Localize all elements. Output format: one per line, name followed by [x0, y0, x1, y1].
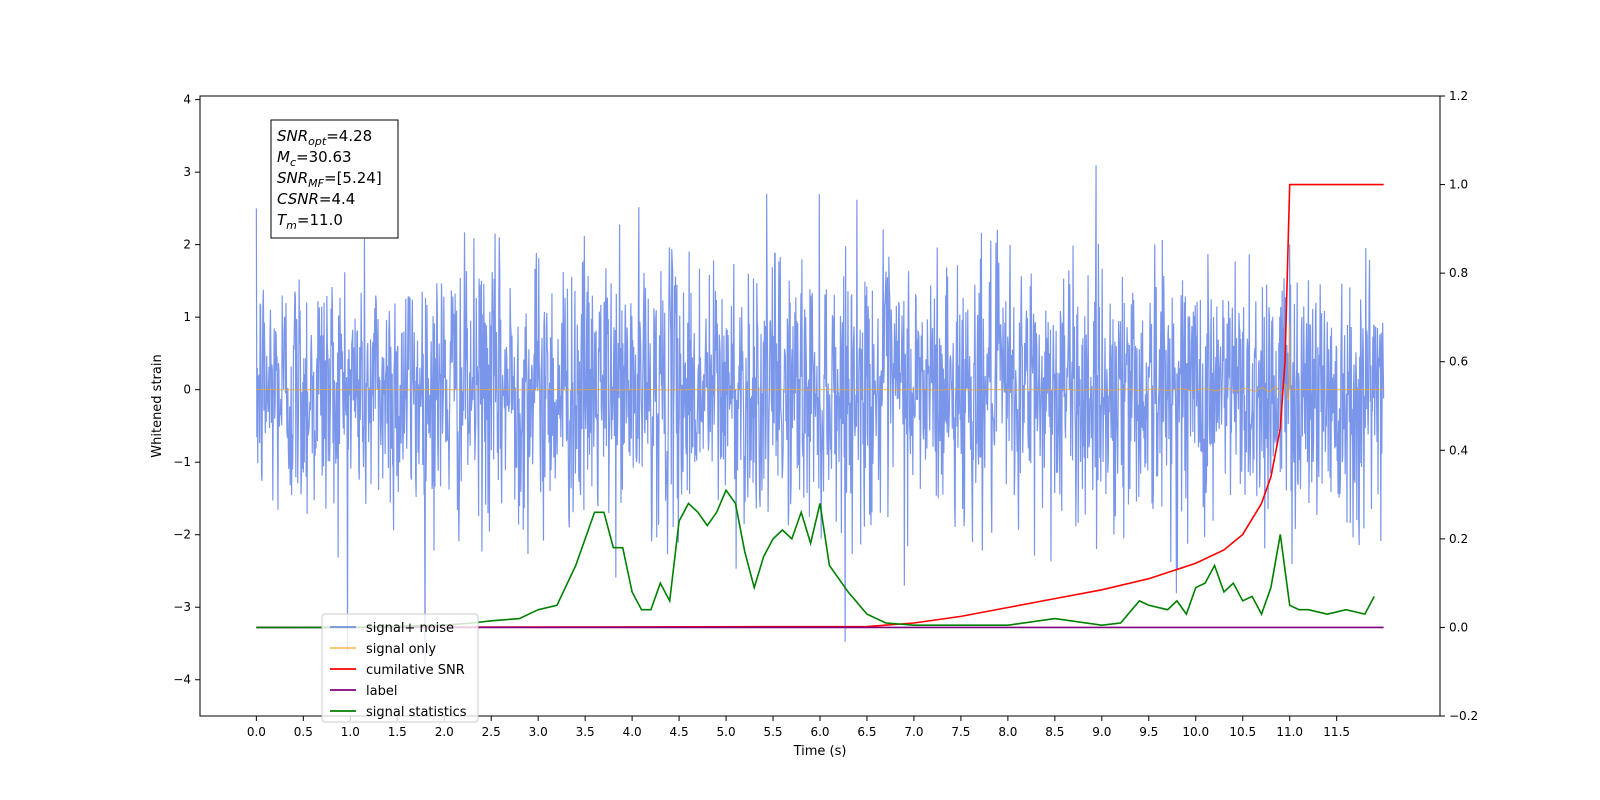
- y-tick-label: 0: [183, 383, 191, 397]
- x-tick-label: 4.5: [670, 725, 689, 739]
- annotation-line: CSNR=4.4: [277, 190, 355, 208]
- x-tick-label: 2.5: [482, 725, 501, 739]
- legend-label: signal+ noise: [366, 621, 454, 636]
- y2-tick-label: 0.4: [1449, 443, 1468, 457]
- x-tick-label: 3.5: [576, 725, 595, 739]
- legend: signal+ noise signal only cumilative SNR la…: [321, 613, 479, 723]
- annotation-line: Mc=30.63: [277, 148, 352, 169]
- x-tick-label: 5.5: [763, 725, 782, 739]
- x-tick-label: 6.0: [810, 725, 829, 739]
- x-tick-label: 10.5: [1229, 725, 1256, 739]
- y2-tick-label: 1.2: [1449, 89, 1468, 103]
- y2-tick-label: 0.0: [1449, 620, 1468, 634]
- x-tick-label: 6.5: [857, 725, 876, 739]
- x-tick-label: 11.5: [1323, 725, 1350, 739]
- y2-tick-label: 0.2: [1449, 532, 1468, 546]
- y2-tick-label: 0.6: [1449, 355, 1468, 369]
- y-tick-label: −4: [173, 673, 191, 687]
- y-tick-label: 3: [183, 165, 191, 179]
- annotation-frame: [270, 119, 399, 239]
- x-tick-label: 7.0: [904, 725, 923, 739]
- y-tick-label: 2: [183, 238, 191, 252]
- x-tick-label: 10.0: [1182, 725, 1209, 739]
- y-tick-label: −1: [173, 455, 191, 469]
- x-tick-label: 9.5: [1139, 725, 1158, 739]
- annotation-line: Tm=11.0: [277, 211, 343, 232]
- annotation-line: SNRopt=4.28: [277, 127, 372, 148]
- legend-label: label: [366, 684, 397, 699]
- y-tick-label: 4: [183, 93, 191, 107]
- x-axis-label: Time (s): [793, 744, 847, 759]
- y-tick-label: −3: [173, 600, 191, 614]
- x-tick-label: 0.0: [247, 725, 266, 739]
- y-tick-label: −2: [173, 528, 191, 542]
- x-tick-label: 1.0: [341, 725, 360, 739]
- series-signal-statistics-line: [256, 488, 1375, 629]
- y2-tick-label: −0.2: [1449, 709, 1478, 723]
- y2-tick-label: 0.8: [1449, 266, 1468, 280]
- x-tick-label: 0.5: [294, 725, 313, 739]
- x-tick-label: 2.0: [435, 725, 454, 739]
- x-tick-label: 5.0: [717, 725, 736, 739]
- x-tick-label: 8.0: [998, 725, 1017, 739]
- y-axis-label: Whitened strain: [150, 354, 165, 457]
- x-tick-label: 8.5: [1045, 725, 1064, 739]
- series-cumulative-snr-line: [256, 183, 1384, 629]
- series-signal-noise-line: [255, 165, 1385, 664]
- x-tick-label: 11.0: [1276, 725, 1303, 739]
- series-signal-only-line: [256, 323, 1384, 402]
- x-tick-label: 4.0: [623, 725, 642, 739]
- axis-layer: 0.0 0.5 1.0 1.5 2.0 2.5 3.0 3.5 4.0 4.5 5.0 5.5 6.0 6…: [173, 89, 1478, 739]
- legend-label: signal statistics: [366, 705, 467, 720]
- legend-frame: [321, 613, 479, 723]
- annotation-line: SNRMF=[5.24]: [277, 169, 382, 190]
- y-tick-label: 1: [183, 310, 191, 324]
- x-tick-label: 3.0: [529, 725, 548, 739]
- x-tick-label: 1.5: [388, 725, 407, 739]
- legend-label: cumilative SNR: [366, 663, 465, 678]
- x-tick-label: 7.5: [951, 725, 970, 739]
- x-tick-label: 9.0: [1092, 725, 1111, 739]
- legend-label: signal only: [366, 642, 436, 657]
- y2-tick-label: 1.0: [1449, 178, 1468, 192]
